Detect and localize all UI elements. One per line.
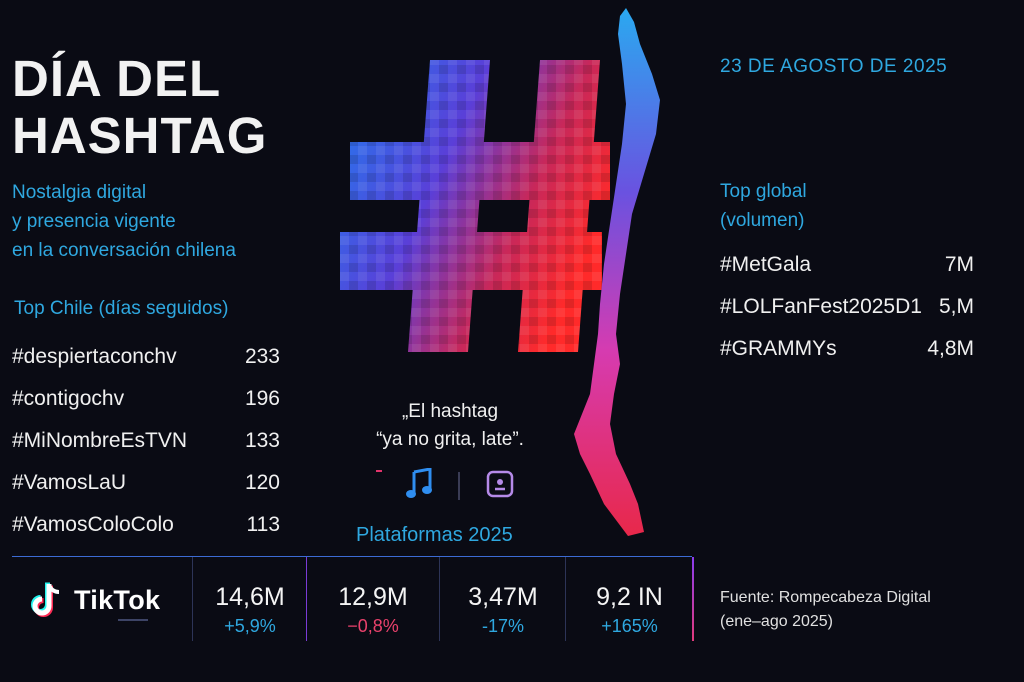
- hashtag: #MiNombreEsTVN: [12, 429, 188, 452]
- hashtag: #despiertaconchv: [12, 345, 177, 368]
- volume: 7M: [944, 253, 974, 276]
- subtitle: Nostalgia digital y presencia vigente en…: [12, 178, 236, 265]
- top-chile-list: #despiertaconchv 233 #contigochv 196 #MiNo…: [12, 336, 280, 546]
- volume: 5,M: [938, 295, 974, 318]
- stat-value: 12,9M: [338, 583, 408, 611]
- stat-value: 3,47M: [468, 583, 538, 611]
- source-note: Fuente: Rompecabeza Digital (ene–ago 202…: [720, 586, 931, 634]
- tiktok-label: TikTok: [74, 584, 161, 615]
- title-line-2: HASHTAG: [12, 107, 268, 164]
- count: 196: [244, 387, 280, 410]
- volume: 4,8M: [927, 337, 974, 360]
- square-face-icon: [486, 470, 514, 498]
- list-item: #LOLFanFest2025D1 5,M: [720, 286, 974, 328]
- stat-change: +165%: [601, 616, 658, 636]
- list-item: #VamosLaU 120: [12, 462, 280, 504]
- stat-change: -17%: [481, 616, 525, 636]
- list-item: #MiNombreEsTVN 133: [12, 420, 280, 462]
- platform-icons: [372, 466, 532, 506]
- stat-value: 14,6M: [215, 583, 285, 611]
- page-title: DÍA DEL HASHTAG: [12, 50, 267, 164]
- subtitle-line-2: y presencia vigente: [12, 211, 176, 232]
- stat-change: −0,8%: [347, 616, 399, 636]
- stat-value: 9,2 IN: [596, 583, 663, 611]
- subtitle-line-3: en la conversación chilena: [12, 240, 236, 261]
- hashtag-graphic: [340, 56, 610, 361]
- hashtag: #VamosColoColo: [12, 513, 174, 536]
- stat-change: +5,9%: [224, 616, 276, 636]
- chile-map-icon: [574, 8, 660, 536]
- tiktok-logo-icon: [31, 582, 60, 617]
- source-line-2: (ene–ago 2025): [720, 613, 833, 630]
- list-item: #despiertaconchv 233: [12, 336, 280, 378]
- top-global-title: Top global (volumen): [720, 177, 807, 235]
- platforms-title: Plataformas 2025: [356, 524, 513, 546]
- hashtag-icon: [340, 60, 610, 352]
- platform-stats-bar: TikTok 14,6M +5,9% 12,9M −0,8% 3,47M -17…: [12, 556, 694, 641]
- hashtag: #MetGala: [720, 253, 812, 276]
- top-global-title-line-2: (volumen): [720, 210, 805, 231]
- list-item: #VamosColoColo 113: [12, 504, 280, 546]
- quote-line-2: “ya no grita, late”.: [376, 429, 524, 450]
- quote: „El hashtag “ya no grita, late”.: [360, 398, 540, 454]
- list-item: #GRAMMYs 4,8M: [720, 328, 974, 370]
- source-line-1: Fuente: Rompecabeza Digital: [720, 589, 931, 606]
- stat-card: 12,9M −0,8%: [306, 557, 440, 641]
- count: 113: [246, 513, 280, 536]
- top-global-title-line-1: Top global: [720, 181, 807, 202]
- stat-card: 3,47M -17%: [439, 557, 566, 641]
- top-chile-title: Top Chile (días seguidos): [14, 298, 229, 319]
- quote-line-1: „El hashtag: [401, 401, 499, 422]
- divider: [458, 472, 460, 500]
- hashtag: #contigochv: [12, 387, 125, 410]
- dash-decoration: [376, 470, 382, 472]
- date-label: 23 DE AGOSTO DE 2025: [720, 56, 948, 77]
- music-note-icon: [406, 468, 432, 498]
- hashtag: #VamosLaU: [12, 471, 127, 494]
- stat-card: 14,6M +5,9%: [192, 557, 307, 641]
- title-line-1: DÍA DEL: [12, 50, 222, 107]
- hashtag: #GRAMMYs: [720, 337, 837, 360]
- chile-map: [560, 4, 670, 549]
- tiktok-brand: TikTok: [30, 581, 160, 619]
- count: 133: [244, 429, 280, 452]
- stat-card: 9,2 IN +165%: [565, 557, 693, 641]
- list-item: #contigochv 196: [12, 378, 280, 420]
- dash-decoration: [118, 619, 148, 621]
- count: 120: [244, 471, 280, 494]
- hashtag: #LOLFanFest2025D1: [720, 295, 922, 318]
- count: 233: [244, 345, 280, 368]
- top-global-list: #MetGala 7M #LOLFanFest2025D1 5,M #GRAMMYs…: [720, 244, 974, 370]
- subtitle-line-1: Nostalgia digital: [12, 182, 147, 203]
- list-item: #MetGala 7M: [720, 244, 974, 286]
